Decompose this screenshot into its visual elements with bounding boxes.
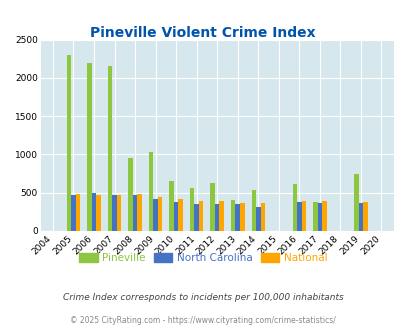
Bar: [256, 207, 260, 231]
Bar: [132, 195, 137, 231]
Bar: [210, 183, 214, 231]
Text: © 2025 CityRating.com - https://www.cityrating.com/crime-statistics/: © 2025 CityRating.com - https://www.city…: [70, 316, 335, 325]
Bar: [219, 201, 224, 231]
Bar: [169, 181, 173, 231]
Bar: [317, 203, 321, 231]
Bar: [235, 204, 239, 231]
Bar: [87, 63, 92, 231]
Bar: [353, 174, 358, 231]
Bar: [66, 55, 71, 231]
Bar: [230, 200, 235, 231]
Bar: [292, 184, 296, 231]
Bar: [128, 157, 132, 231]
Bar: [112, 195, 117, 231]
Bar: [137, 194, 141, 231]
Bar: [92, 193, 96, 231]
Bar: [117, 195, 121, 231]
Bar: [75, 194, 80, 231]
Bar: [321, 201, 326, 231]
Legend: Pineville, North Carolina, National: Pineville, North Carolina, National: [75, 248, 330, 267]
Bar: [71, 195, 75, 231]
Bar: [153, 199, 158, 231]
Bar: [190, 188, 194, 231]
Bar: [96, 195, 100, 231]
Bar: [301, 201, 305, 231]
Bar: [260, 203, 264, 231]
Bar: [107, 66, 112, 231]
Bar: [251, 190, 256, 231]
Bar: [312, 202, 317, 231]
Text: Pineville Violent Crime Index: Pineville Violent Crime Index: [90, 26, 315, 40]
Text: Crime Index corresponds to incidents per 100,000 inhabitants: Crime Index corresponds to incidents per…: [62, 293, 343, 302]
Bar: [358, 203, 362, 231]
Bar: [362, 202, 367, 231]
Bar: [158, 197, 162, 231]
Bar: [239, 203, 244, 231]
Bar: [173, 202, 178, 231]
Bar: [198, 201, 203, 231]
Bar: [214, 204, 219, 231]
Bar: [194, 204, 198, 231]
Bar: [296, 202, 301, 231]
Bar: [149, 152, 153, 231]
Bar: [178, 199, 183, 231]
